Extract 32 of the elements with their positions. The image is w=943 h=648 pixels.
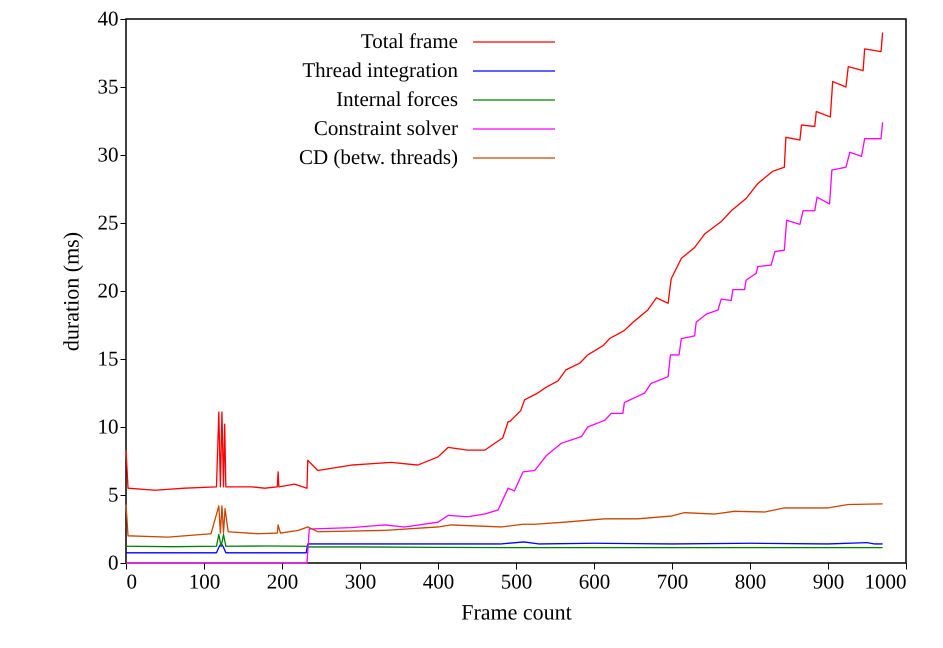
x-tick-label: 0 [126, 570, 137, 594]
legend-label: Total frame [360, 29, 458, 53]
y-tick-label: 30 [98, 142, 118, 166]
x-tick-label: 700 [656, 570, 688, 594]
y-tick-label: 15 [98, 346, 118, 370]
y-tick-label: 35 [98, 74, 118, 98]
x-tick-label: 200 [266, 570, 298, 594]
y-tick-label: 25 [98, 210, 118, 234]
legend-label: Constraint solver [314, 116, 458, 140]
y-tick-label: 40 [98, 6, 118, 30]
legend-label: CD (betw. threads) [298, 145, 458, 169]
x-tick-label: 500 [500, 570, 532, 594]
y-tick-label: 20 [98, 278, 118, 302]
x-tick-label: 900 [812, 570, 844, 594]
x-axis-title: Frame count [461, 600, 572, 624]
x-tick-label: 300 [344, 570, 376, 594]
x-tick-label: 600 [578, 570, 610, 594]
line-series [125, 32, 884, 491]
x-tick-label: 1000 [864, 570, 906, 594]
y-tick-label: 10 [98, 414, 118, 438]
y-tick-label: 0 [108, 550, 118, 574]
x-tick-label: 400 [422, 570, 454, 594]
line-series [125, 122, 884, 564]
line-series [125, 534, 884, 548]
line-series [125, 503, 884, 538]
legend-label: Internal forces [336, 87, 458, 111]
legend-label: Thread integration [302, 58, 458, 82]
y-axis-title: duration (ms) [58, 232, 84, 352]
x-tick-label: 100 [188, 570, 220, 594]
line-series [125, 541, 884, 554]
y-tick-label: 5 [108, 482, 118, 506]
x-tick-label: 800 [734, 570, 766, 594]
